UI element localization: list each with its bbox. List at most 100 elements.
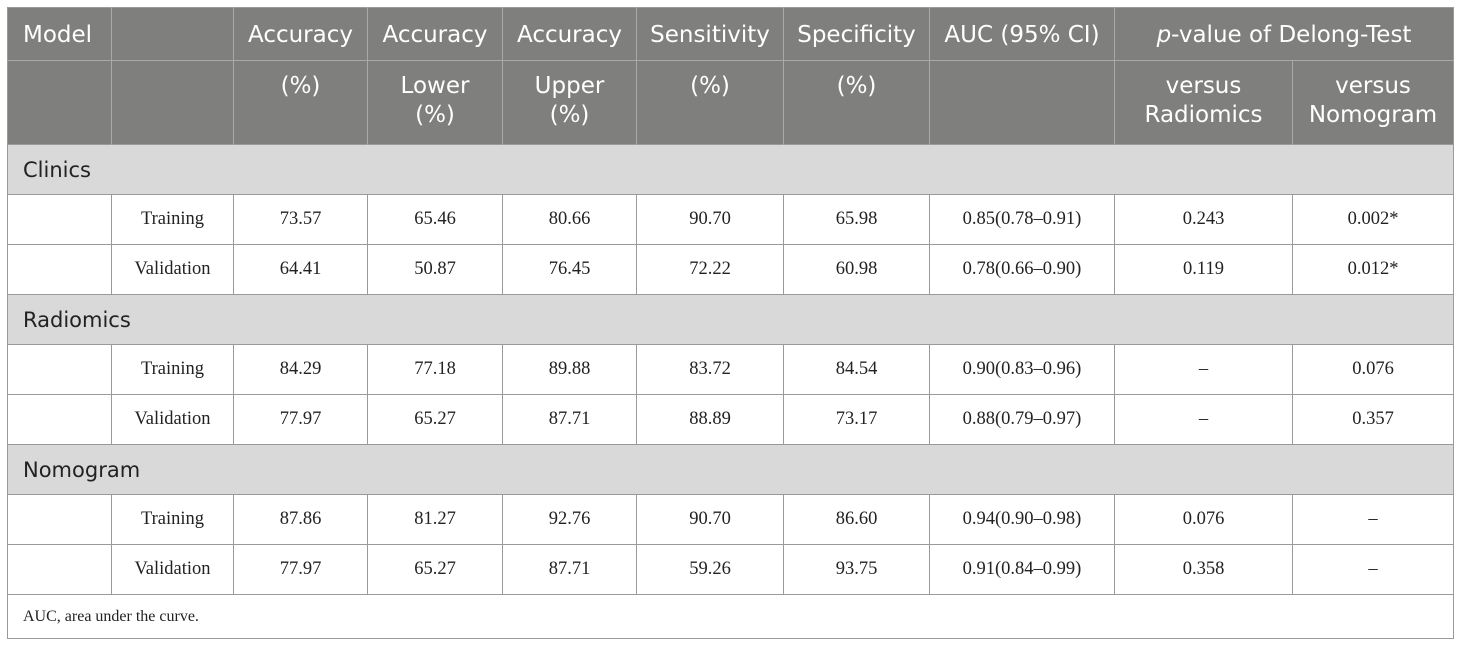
table-row: Training 84.29 77.18 89.88 83.72 84.54 0.90(0.…	[7, 344, 1454, 395]
accuracy-lower-cell: 65.46	[367, 194, 503, 245]
header-pvalue-rest: -value of Delong-Test	[1171, 22, 1412, 48]
indent-cell	[7, 494, 112, 545]
header-lower-unit: (%)	[415, 102, 455, 128]
table-row: Training 73.57 65.46 80.66 90.70 65.98 0.85(0.…	[7, 194, 1454, 245]
vs-radiomics-cell: –	[1114, 394, 1293, 445]
group-row: Clinics	[7, 144, 1454, 195]
header-model-cont	[7, 60, 112, 145]
table-row: Validation 77.97 65.27 87.71 59.26 93.75 0.91(…	[7, 544, 1454, 595]
footnote-row: AUC, area under the curve.	[7, 594, 1454, 639]
specificity-cell: 60.98	[783, 244, 930, 295]
accuracy-cell: 87.86	[233, 494, 368, 545]
group-label: Clinics	[7, 144, 1454, 195]
accuracy-lower-cell: 65.27	[367, 394, 503, 445]
indent-cell	[7, 394, 112, 445]
table-body: Clinics Training 73.57 65.46 80.66 90.70 65.98…	[7, 144, 1454, 595]
header-sensitivity-unit: (%)	[636, 60, 784, 145]
vs-nomogram-cell: –	[1291, 494, 1454, 545]
header-vs-nomogram: versus Nomogram	[1291, 60, 1454, 145]
results-table: Model Accuracy Accuracy Accuracy Sensiti…	[7, 7, 1455, 639]
vs-nomogram-cell: –	[1291, 544, 1454, 595]
header-accuracy-unit: (%)	[233, 60, 368, 145]
header-accuracy-upper-unit: Upper (%)	[502, 60, 637, 145]
accuracy-upper-cell: 92.76	[502, 494, 637, 545]
accuracy-lower-cell: 65.27	[367, 544, 503, 595]
auc-cell: 0.90(0.83–0.96)	[929, 344, 1115, 395]
header-vs-radiomics-a: versus	[1165, 73, 1242, 99]
accuracy-cell: 77.97	[233, 394, 368, 445]
set-cell: Training	[111, 494, 234, 545]
auc-cell: 0.78(0.66–0.90)	[929, 244, 1115, 295]
vs-radiomics-cell: 0.076	[1114, 494, 1293, 545]
accuracy-cell: 64.41	[233, 244, 368, 295]
vs-radiomics-cell: 0.119	[1114, 244, 1293, 295]
header-pvalue-italic: p	[1156, 22, 1172, 48]
group-label: Nomogram	[7, 444, 1454, 495]
table-row: Training 87.86 81.27 92.76 90.70 86.60 0.94(0.…	[7, 494, 1454, 545]
header-blank	[111, 7, 234, 61]
set-cell: Validation	[111, 544, 234, 595]
accuracy-upper-cell: 87.71	[502, 544, 637, 595]
indent-cell	[7, 544, 112, 595]
sensitivity-cell: 72.22	[636, 244, 784, 295]
vs-radiomics-cell: 0.358	[1114, 544, 1293, 595]
auc-cell: 0.85(0.78–0.91)	[929, 194, 1115, 245]
specificity-cell: 86.60	[783, 494, 930, 545]
specificity-cell: 65.98	[783, 194, 930, 245]
accuracy-lower-cell: 77.18	[367, 344, 503, 395]
accuracy-upper-cell: 76.45	[502, 244, 637, 295]
header-upper-text: Upper	[534, 73, 605, 99]
header-accuracy-lower: Accuracy	[367, 7, 503, 61]
set-cell: Validation	[111, 244, 234, 295]
indent-cell	[7, 344, 112, 395]
footnote: AUC, area under the curve.	[7, 594, 1454, 639]
accuracy-lower-cell: 81.27	[367, 494, 503, 545]
sensitivity-cell: 88.89	[636, 394, 784, 445]
header-row-2: (%) Lower (%) Upper (%) (%) (%) versus Radi…	[7, 60, 1454, 145]
specificity-cell: 73.17	[783, 394, 930, 445]
header-specificity-unit: (%)	[783, 60, 930, 145]
accuracy-upper-cell: 89.88	[502, 344, 637, 395]
group-label: Radiomics	[7, 294, 1454, 345]
vs-nomogram-cell: 0.012*	[1291, 244, 1454, 295]
header-pvalue: p-value of Delong-Test	[1113, 7, 1454, 61]
table-row: Validation 77.97 65.27 87.71 88.89 73.17 0.88(…	[7, 394, 1454, 445]
sensitivity-cell: 59.26	[636, 544, 784, 595]
table-row: Validation 64.41 50.87 76.45 72.22 60.98 0.78(…	[7, 244, 1454, 295]
specificity-cell: 84.54	[783, 344, 930, 395]
auc-cell: 0.91(0.84–0.99)	[929, 544, 1115, 595]
header-vs-nomogram-a: versus	[1335, 73, 1411, 99]
sensitivity-cell: 90.70	[636, 194, 784, 245]
indent-cell	[7, 194, 112, 245]
auc-cell: 0.88(0.79–0.97)	[929, 394, 1115, 445]
vs-radiomics-cell: –	[1114, 344, 1293, 395]
vs-nomogram-cell: 0.357	[1291, 394, 1454, 445]
sensitivity-cell: 83.72	[636, 344, 784, 395]
accuracy-cell: 84.29	[233, 344, 368, 395]
group-row: Nomogram	[7, 444, 1454, 495]
vs-nomogram-cell: 0.002*	[1291, 194, 1454, 245]
header-sensitivity: Sensitivity	[636, 7, 784, 61]
accuracy-upper-cell: 80.66	[502, 194, 637, 245]
header-accuracy-lower-unit: Lower (%)	[367, 60, 503, 145]
header-model: Model	[7, 7, 112, 61]
header-vs-radiomics: versus Radiomics	[1114, 60, 1293, 145]
vs-radiomics-cell: 0.243	[1114, 194, 1293, 245]
accuracy-lower-cell: 50.87	[367, 244, 503, 295]
set-cell: Training	[111, 194, 234, 245]
accuracy-cell: 77.97	[233, 544, 368, 595]
header-accuracy-upper: Accuracy	[502, 7, 637, 61]
header-auc-cont	[929, 60, 1115, 145]
accuracy-cell: 73.57	[233, 194, 368, 245]
header-vs-nomogram-b: Nomogram	[1308, 102, 1438, 128]
group-row: Radiomics	[7, 294, 1454, 345]
specificity-cell: 93.75	[783, 544, 930, 595]
header-blank-cont	[111, 60, 234, 145]
indent-cell	[7, 244, 112, 295]
header-row-1: Model Accuracy Accuracy Accuracy Sensiti…	[7, 7, 1454, 61]
set-cell: Validation	[111, 394, 234, 445]
header-auc: AUC (95% CI)	[929, 7, 1115, 61]
header-accuracy: Accuracy	[233, 7, 368, 61]
header-upper-unit: (%)	[549, 102, 590, 128]
header-vs-radiomics-b: Radiomics	[1144, 102, 1263, 128]
